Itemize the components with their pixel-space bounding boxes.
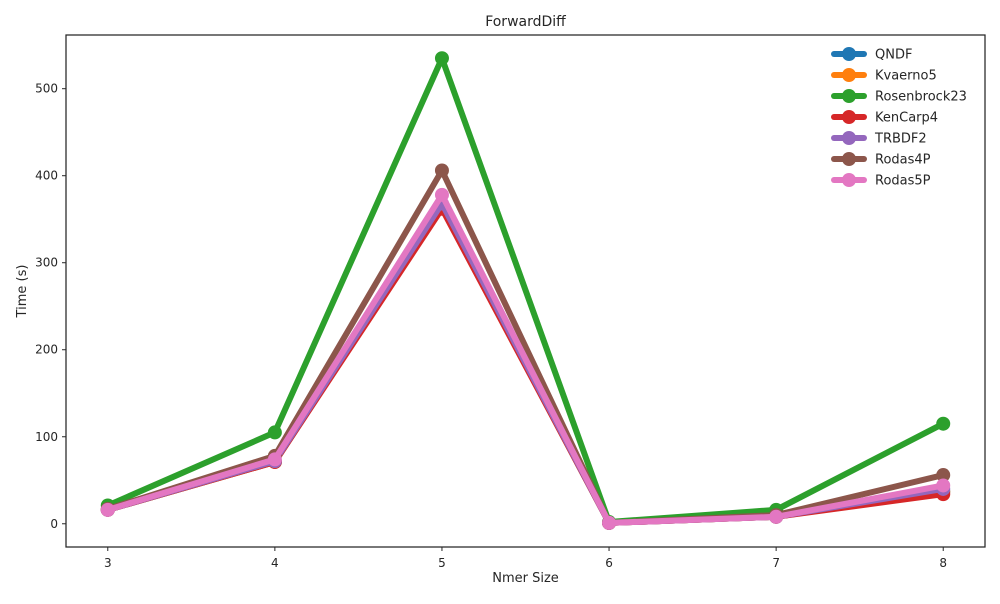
legend-label: Rodas5P (875, 174, 931, 189)
y-tick-label: 200 (35, 343, 58, 357)
data-point-rodas5p (100, 502, 115, 517)
legend-label: QNDF (875, 48, 912, 63)
legend-item-rodas4p: Rodas4P (831, 152, 931, 168)
legend-swatch-marker (842, 152, 856, 166)
data-point-rodas5p (434, 187, 449, 202)
legend-label: TRBDF2 (874, 132, 927, 147)
y-tick-label: 300 (35, 256, 58, 270)
legend-item-qndf: QNDF (831, 47, 912, 63)
series-layer (100, 51, 951, 530)
x-axis-ticks: 3 4 5 6 7 8 (104, 547, 947, 570)
legend-label: KenCarp4 (875, 111, 938, 126)
legend-label: Rosenbrock23 (875, 90, 967, 105)
legend: QNDF Kvaerno5 Rosenbrock23 KenCarp4 TRBDF2 Ro… (831, 47, 967, 189)
data-point-rodas5p (769, 509, 784, 524)
legend-item-kvaerno5: Kvaerno5 (831, 68, 937, 84)
x-tick-label: 4 (271, 556, 279, 570)
data-point-rodas5p (602, 515, 617, 530)
x-tick-label: 6 (605, 556, 613, 570)
series-line-rosenbrock23 (104, 55, 947, 526)
legend-swatch-marker (842, 110, 856, 124)
data-point-rosenbrock23 (434, 51, 449, 66)
legend-swatch-marker (842, 68, 856, 82)
series-rodas5p (100, 187, 951, 530)
legend-label: Rodas4P (875, 153, 931, 168)
legend-swatch-marker (842, 173, 856, 187)
y-tick-label: 500 (35, 82, 58, 96)
x-tick-label: 8 (939, 556, 947, 570)
x-axis-label: Nmer Size (492, 571, 559, 586)
legend-label: Kvaerno5 (875, 69, 937, 84)
x-tick-label: 7 (772, 556, 780, 570)
legend-item-rosenbrock23: Rosenbrock23 (831, 89, 967, 105)
data-point-rosenbrock23 (936, 416, 951, 431)
y-tick-label: 0 (50, 517, 58, 531)
data-point-rodas4p (434, 163, 449, 178)
y-tick-label: 400 (35, 169, 58, 183)
legend-item-rodas5p: Rodas5P (831, 173, 931, 189)
y-axis-ticks: 0 100 200 300 400 500 (35, 82, 66, 531)
data-point-rodas5p (267, 452, 282, 467)
chart-title: ForwardDiff (485, 14, 566, 30)
legend-swatch-marker (842, 89, 856, 103)
x-tick-label: 3 (104, 556, 112, 570)
y-axis-label: Time (s) (15, 265, 30, 319)
legend-swatch-marker (842, 47, 856, 61)
data-point-rodas4p (936, 468, 951, 483)
data-point-rodas5p (936, 478, 951, 493)
legend-item-trbdf2: TRBDF2 (831, 131, 927, 147)
series-line-rodas5p (104, 191, 947, 526)
data-point-rosenbrock23 (267, 425, 282, 440)
legend-item-kencarp4: KenCarp4 (831, 110, 938, 126)
y-tick-label: 100 (35, 430, 58, 444)
x-tick-label: 5 (438, 556, 446, 570)
plot-frame (65, 34, 986, 548)
legend-swatch-marker (842, 131, 856, 145)
